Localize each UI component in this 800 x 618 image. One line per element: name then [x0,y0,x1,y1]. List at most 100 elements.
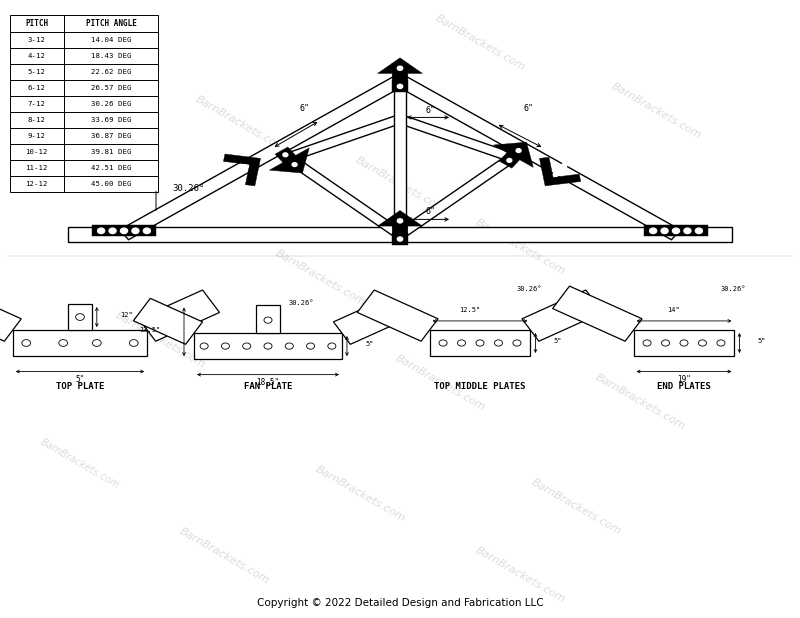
Bar [10,15,64,32]
Text: 30.26°: 30.26° [517,286,542,292]
Bar [10,32,64,48]
Circle shape [643,340,651,346]
Text: BarnBrackets.com: BarnBrackets.com [434,14,526,73]
Text: FAN PLATE: FAN PLATE [244,383,292,391]
Circle shape [59,340,67,346]
Polygon shape [644,226,708,236]
Circle shape [93,340,101,346]
Text: 7-12: 7-12 [28,101,46,107]
Circle shape [109,228,116,234]
Polygon shape [284,154,404,238]
Polygon shape [92,226,156,236]
Polygon shape [286,115,402,162]
Polygon shape [398,115,514,162]
Circle shape [132,228,139,234]
Circle shape [242,165,248,169]
Circle shape [554,172,558,176]
Circle shape [264,317,272,323]
Text: BarnBrackets.com: BarnBrackets.com [194,94,286,153]
Bar [64,48,158,64]
Text: 42.51 DEG: 42.51 DEG [91,165,131,171]
Text: BarnBrackets.com: BarnBrackets.com [114,310,206,370]
Polygon shape [223,154,261,186]
Text: 14": 14" [667,307,680,313]
Text: BarnBrackets.com: BarnBrackets.com [474,218,566,277]
Text: 12.5": 12.5" [459,307,481,313]
Text: 12-12: 12-12 [26,181,48,187]
Text: PITCH ANGLE: PITCH ANGLE [86,19,137,28]
Circle shape [121,228,127,234]
Polygon shape [522,290,602,341]
Circle shape [662,340,670,346]
Polygon shape [256,305,280,333]
Polygon shape [68,227,732,242]
Bar [64,176,158,192]
Bar [10,128,64,144]
Text: 30.26°: 30.26° [172,184,204,193]
Text: END PLATES: END PLATES [657,383,711,391]
Circle shape [562,164,566,167]
Text: 6": 6" [426,106,435,114]
Bar [10,48,64,64]
Text: 11-12: 11-12 [26,165,48,171]
Bar [10,112,64,128]
Text: 6-12: 6-12 [28,85,46,91]
Polygon shape [553,286,642,341]
Text: 33.69 DEG: 33.69 DEG [91,117,131,123]
Text: PITCH: PITCH [26,19,48,28]
Polygon shape [68,304,92,330]
Circle shape [130,340,138,346]
Circle shape [476,340,484,346]
Text: 30.26°: 30.26° [721,286,746,292]
Bar [10,64,64,80]
Text: 14.04 DEG: 14.04 DEG [91,36,131,43]
Text: 6": 6" [523,104,533,112]
Text: BarnBrackets.com: BarnBrackets.com [594,372,686,431]
Text: 18.43 DEG: 18.43 DEG [91,53,131,59]
Circle shape [398,66,402,70]
Text: TOP MIDDLE PLATES: TOP MIDDLE PLATES [434,383,526,391]
Circle shape [98,228,105,234]
Circle shape [695,228,702,234]
Polygon shape [392,233,408,245]
Bar [64,32,158,48]
Circle shape [513,340,521,346]
Text: 26.57 DEG: 26.57 DEG [91,85,131,91]
Circle shape [680,340,688,346]
Text: 30.26°: 30.26° [289,300,314,305]
Bar [10,176,64,192]
Polygon shape [392,80,408,93]
Polygon shape [396,154,516,238]
Circle shape [458,340,466,346]
Circle shape [439,340,447,346]
Polygon shape [194,333,342,359]
Text: BarnBrackets.com: BarnBrackets.com [178,527,270,586]
Text: 4-12: 4-12 [28,53,46,59]
Polygon shape [119,75,405,240]
Circle shape [398,219,402,223]
Polygon shape [134,298,202,344]
Polygon shape [378,211,422,233]
Text: 5": 5" [758,338,766,344]
Text: 45.00 DEG: 45.00 DEG [91,181,131,187]
Bar [64,96,158,112]
Bar [64,64,158,80]
Circle shape [22,340,30,346]
Text: Copyright © 2022 Detailed Design and Fabrication LLC: Copyright © 2022 Detailed Design and Fab… [257,598,543,607]
Polygon shape [394,80,406,235]
Polygon shape [430,330,530,356]
Text: 10-12: 10-12 [26,149,48,155]
Polygon shape [395,75,681,240]
Circle shape [222,343,230,349]
Text: BarnBrackets.com: BarnBrackets.com [314,465,406,524]
Bar [64,15,158,32]
Circle shape [398,84,402,88]
Circle shape [516,149,521,153]
Circle shape [494,340,502,346]
Polygon shape [634,330,734,356]
Circle shape [673,228,679,234]
Bar [64,112,158,128]
Polygon shape [358,290,438,341]
Circle shape [76,314,84,320]
Bar [64,80,158,96]
